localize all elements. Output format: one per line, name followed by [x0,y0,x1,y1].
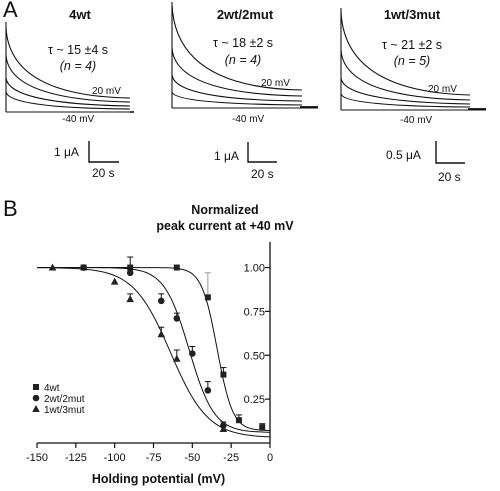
scale-current-2wt-2mut: 1 μA [214,149,239,163]
scale-current-1wt-3mut: 0.5 μA [386,148,421,162]
panel-title-2wt-2mut: 2wt/2mut [216,7,274,22]
chart-title: Normalized peak current at +40 mV [120,202,330,234]
voltage-label-low-1wt-3mut: -40 mV [400,115,433,126]
y-tick-label: 1.00 [244,263,265,275]
scale-time-2wt-2mut: 20 s [251,167,274,181]
legend-marker-2wt-2mut [32,394,40,402]
scale-bar-1wt-3mut [435,141,465,164]
tau-value-2wt-2mut: τ ~ 18 ±2 s [212,36,274,50]
legend-label-1wt-3mut: 1wt/3mut [44,405,85,416]
scale-time-1wt-3mut: 20 s [438,170,461,184]
scale-bar-4wt [88,141,119,163]
scale-bar-2wt-2mut [247,142,277,163]
x-tick-label: -125 [65,452,87,464]
fit-curve-1wt-3mut [37,267,271,438]
x-tick-label: -150 [26,452,48,464]
data-point-1wt-3mut [157,330,166,338]
legend-label-4wt: 4wt [44,383,60,394]
n-count-2wt-2mut: (n = 4) [224,53,262,67]
x-tick-label: 0 [267,452,273,464]
data-point-1wt-3mut [126,295,134,303]
data-point-4wt [235,417,242,424]
data-point-1wt-3mut [110,277,119,285]
data-point-2wt-2mut [204,387,212,394]
legend-marker-1wt-3mut [32,405,40,412]
traces-4wt [5,22,134,113]
y-tick-label: 0.25 [244,394,265,406]
x-tick-label: -100 [104,452,126,464]
x-tick-label: -25 [223,452,239,464]
panel-a-label: A [3,0,18,22]
x-tick-label: -75 [146,452,162,464]
x-tick-label: -50 [184,452,200,464]
tau-value-1wt-3mut: τ ~ 21 ±2 s [381,38,443,52]
data-point-4wt [173,264,180,271]
scale-current-4wt: 1 μA [54,145,79,159]
panel-b-label: B [3,196,18,221]
y-tick-label: 0.50 [244,350,265,362]
data-point-1wt-3mut [173,354,181,362]
legend-label-2wt-2mut: 2wt/2mut [44,394,85,405]
data-point-4wt [259,424,266,431]
data-point-2wt-2mut [189,350,196,357]
voltage-label-low-4wt: -40 mV [62,114,95,125]
scale-bars [88,141,465,164]
data-point-2wt-2mut [80,264,87,271]
scale-time-4wt: 20 s [92,166,115,180]
n-count-4wt: (n = 4) [59,59,97,73]
voltage-label-high-4wt: 20 mV [92,86,121,97]
data-point-1wt-3mut [48,263,57,271]
data-point-1wt-3mut [219,424,228,432]
y-tick-label: 0.75 [244,306,265,318]
traces-2wt-2mut [171,2,318,109]
voltage-label-low-2wt-2mut: -40 mV [232,114,265,125]
chart-title-line-2: peak current at +40 mV [156,219,294,233]
traces-1wt-3mut [340,8,486,111]
data-point-2wt-2mut [157,297,165,305]
current-traces [5,2,486,164]
voltage-label-high-2wt-2mut: 20 mV [261,78,290,89]
voltage-label-high-1wt-3mut: 20 mV [428,84,457,95]
fit-curve-2wt-2mut [37,267,270,433]
chart-title-line-1: Normalized [191,203,259,217]
data-point-4wt [204,294,211,301]
panel-title-4wt: 4wt [69,7,91,22]
n-count-1wt-3mut: (n = 5) [393,54,431,68]
data-point-4wt [127,264,134,271]
tau-value-4wt: τ ~ 15 ±4 s [47,43,109,57]
data-point-2wt-2mut [173,315,181,322]
data-point-2wt-2mut [126,269,134,277]
x-axis-title: Holding potential (mV) [92,472,225,486]
panel-title-1wt-3mut: 1wt/3mut [383,7,441,22]
legend-marker-4wt [33,384,39,390]
data-point-4wt [220,371,227,378]
